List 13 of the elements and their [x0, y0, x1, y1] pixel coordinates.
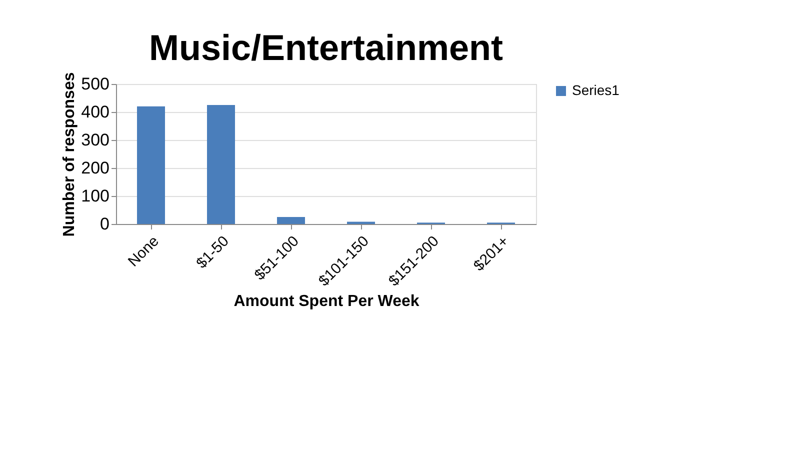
y-axis-title: Number of responses: [61, 72, 78, 237]
y-tick-label: 500: [81, 74, 110, 94]
y-tick-label: 0: [100, 214, 110, 234]
bar: [277, 217, 305, 224]
bar: [207, 105, 235, 224]
x-axis-title: Amount Spent Per Week: [234, 292, 420, 310]
y-tick-label: 200: [81, 158, 110, 178]
y-tick-label: 100: [81, 186, 110, 206]
legend-label: Series1: [572, 82, 620, 98]
bar: [137, 106, 165, 224]
y-tick-label: 400: [81, 102, 110, 122]
y-tick-label: 300: [81, 130, 110, 150]
chart-title: Music/Entertainment: [148, 26, 504, 68]
